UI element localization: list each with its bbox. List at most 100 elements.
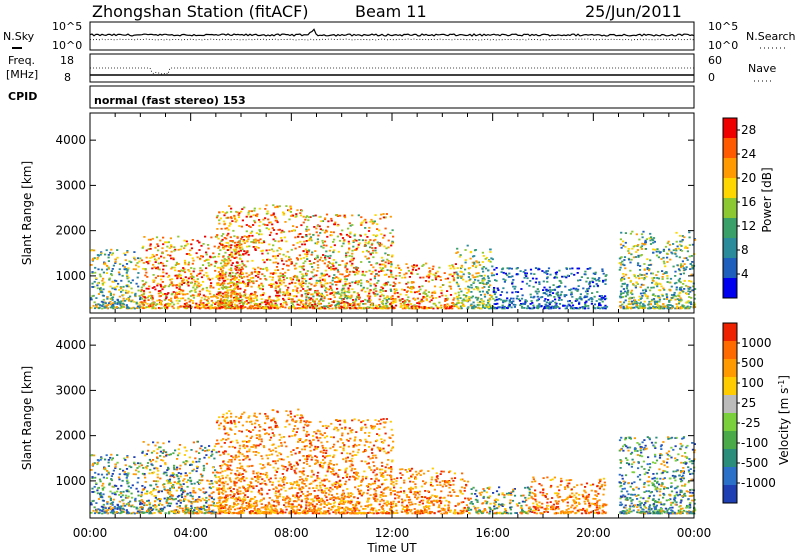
data-cell: [192, 461, 195, 464]
data-cell: [126, 503, 129, 506]
data-cell: [591, 277, 594, 280]
data-cell: [486, 275, 490, 278]
data-cell: [227, 306, 230, 309]
data-cell: [116, 508, 119, 510]
data-cell: [568, 304, 571, 307]
data-cell: [199, 267, 202, 269]
data-cell: [152, 303, 155, 306]
data-cell: [196, 306, 199, 308]
data-cell: [642, 284, 645, 286]
data-cell: [106, 304, 110, 306]
data-cell: [294, 216, 297, 218]
data-cell: [382, 307, 385, 310]
data-cell: [201, 280, 205, 283]
data-cell: [181, 289, 184, 292]
data-cell: [143, 296, 146, 298]
data-cell: [101, 283, 105, 286]
data-cell: [161, 281, 164, 283]
data-cell: [387, 281, 390, 284]
data-cell: [374, 307, 377, 309]
data-cell: [332, 265, 335, 267]
data-cell: [224, 307, 227, 309]
data-cell: [428, 275, 431, 278]
colorbar-frame: [722, 117, 738, 299]
data-cell: [490, 272, 494, 275]
data-cell: [390, 261, 393, 263]
data-cell: [405, 263, 408, 265]
data-cell: [93, 485, 96, 488]
data-cell: [303, 278, 306, 280]
data-cell: [173, 246, 176, 249]
data-cell: [178, 285, 181, 288]
data-cell: [288, 256, 291, 258]
data-cell: [348, 222, 351, 225]
data-cell: [644, 241, 647, 244]
data-cell: [275, 304, 278, 306]
data-cell: [675, 249, 678, 252]
data-cell: [439, 279, 442, 281]
data-cell: [320, 245, 323, 248]
data-cell: [400, 304, 403, 307]
data-cell: [170, 244, 173, 247]
data-cell: [199, 284, 203, 286]
data-cell: [503, 305, 506, 308]
data-cell: [264, 303, 267, 306]
data-cell: [102, 503, 105, 506]
data-cell: [275, 261, 278, 264]
data-cell: [412, 306, 415, 308]
data-cell: [639, 292, 643, 295]
data-cell: [119, 507, 122, 509]
data-cell: [343, 295, 346, 298]
data-cell: [478, 282, 481, 284]
data-cell: [165, 250, 168, 252]
data-cell: [521, 294, 524, 297]
data-cell: [253, 302, 256, 305]
data-cell: [166, 245, 169, 248]
data-cell: [292, 290, 295, 292]
data-cell: [564, 307, 567, 310]
data-cell: [408, 300, 411, 302]
data-cell: [362, 286, 365, 289]
data-cell: [655, 306, 658, 308]
data-cell: [281, 268, 284, 270]
data-cell: [204, 307, 207, 310]
data-cell: [188, 270, 191, 273]
data-cell: [356, 272, 359, 275]
data-cell: [419, 288, 422, 291]
data-cell: [154, 246, 157, 249]
data-cell: [359, 234, 362, 237]
data-cell: [278, 247, 281, 249]
data-cell: [235, 276, 238, 279]
data-cell: [434, 304, 437, 307]
data-cell: [130, 307, 133, 310]
data-cell: [505, 299, 508, 302]
data-cell: [149, 257, 152, 259]
data-cell: [164, 284, 167, 287]
data-cell: [151, 307, 155, 309]
data-cell: [276, 305, 279, 308]
data-cell: [91, 286, 94, 288]
data-cell: [149, 238, 152, 241]
data-cell: [234, 220, 237, 223]
data-cell: [205, 496, 208, 499]
data-cell: [598, 304, 601, 307]
data-cell: [187, 263, 190, 266]
data-cell: [553, 296, 556, 298]
data-cell: [389, 303, 392, 305]
cpid-panel: CPID normal (fast stereo) 153: [8, 85, 695, 109]
data-cell: [390, 290, 393, 292]
data-cell: [247, 213, 250, 216]
data-cell: [248, 210, 251, 212]
data-cell: [202, 294, 205, 297]
data-cell: [205, 491, 208, 494]
data-cell: [464, 287, 467, 290]
data-cell: [170, 278, 174, 280]
data-cell: [142, 304, 145, 306]
data-cell: [650, 286, 653, 289]
data-cell: [398, 281, 401, 284]
data-cell: [328, 262, 332, 264]
data-cell: [326, 235, 329, 238]
data-cell: [111, 299, 114, 301]
data-cell: [364, 302, 367, 305]
data-cell: [372, 307, 375, 310]
